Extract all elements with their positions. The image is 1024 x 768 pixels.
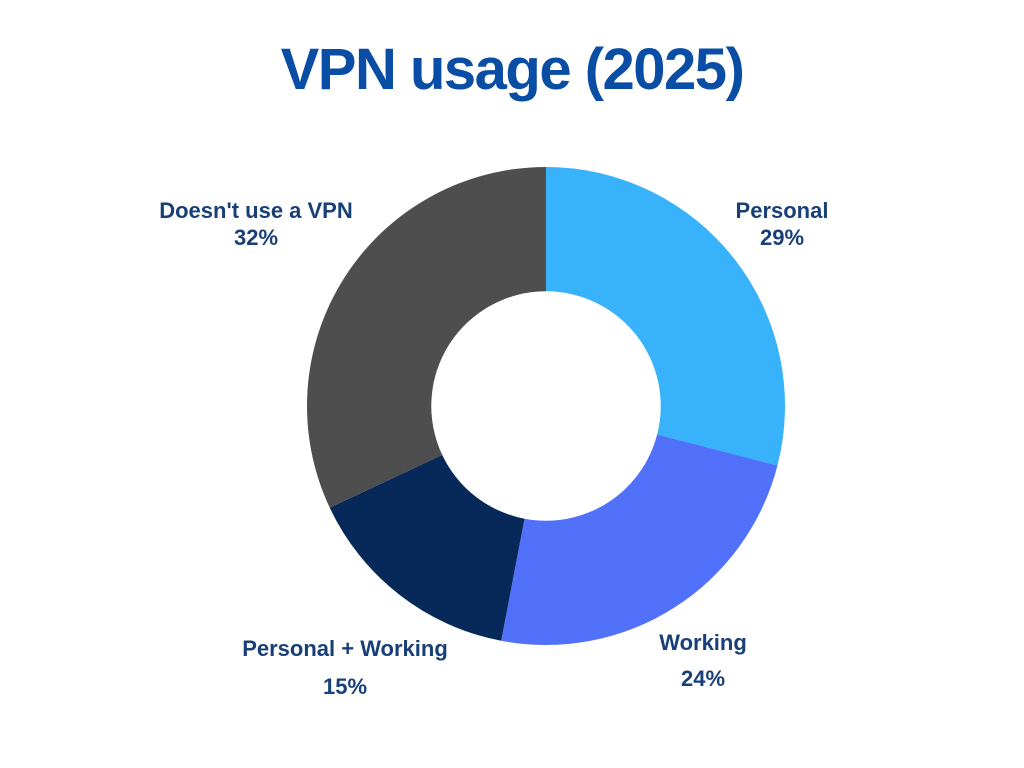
pie-slice-doesn-t-use-a-vpn [307, 167, 546, 508]
chart-title: VPN usage (2025) [280, 37, 745, 102]
pie-slice-personal [546, 167, 785, 466]
slice-percent: 24% [680, 666, 726, 691]
slice-label-working: Working 24% [603, 629, 803, 692]
slice-percent: 29% [759, 225, 805, 250]
slice-name: Personal + Working [242, 636, 448, 661]
slice-label-personal-plus-working: Personal + Working 15% [195, 635, 495, 700]
slice-name: Doesn't use a VPN [159, 198, 353, 223]
slice-percent: 32% [233, 225, 279, 250]
pie-slice-working [501, 434, 778, 646]
pie-slice-personal-working [329, 454, 525, 641]
slice-label-doesnt-use-a-vpn: Doesn't use a VPN 32% [106, 197, 406, 251]
slice-label-personal: Personal 29% [682, 197, 882, 251]
slice-name: Personal [735, 198, 829, 223]
slice-percent: 15% [322, 674, 368, 699]
slice-name: Working [659, 630, 747, 655]
